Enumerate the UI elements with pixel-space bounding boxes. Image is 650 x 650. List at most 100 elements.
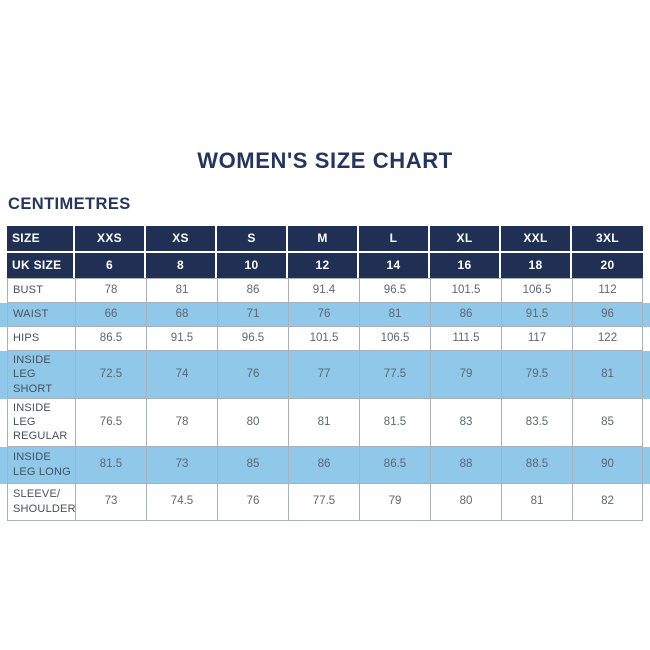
row-label: SIZE — [7, 226, 75, 251]
unit-label: CENTIMETRES — [8, 195, 131, 213]
value-cell: 81 — [501, 483, 572, 520]
size-header-row-inner: SIZE XXS XS S M L XL XXL 3XL — [7, 226, 643, 253]
value-cell: 14 — [359, 253, 430, 278]
value-cell: 78 — [146, 398, 217, 446]
value-cell: 76 — [288, 303, 359, 326]
value-cell: 96.5 — [217, 327, 288, 350]
row-label: INSIDE LEG SHORT — [7, 351, 75, 398]
table-row-inner: SLEEVE/ SHOULDER 73 74.5 76 77.5 79 80 81 82 — [7, 483, 643, 521]
value-cell: XL — [430, 226, 501, 251]
row-label: BUST — [7, 279, 75, 302]
page-title: WOMEN'S SIZE CHART — [197, 148, 453, 173]
row-label: UK SIZE — [7, 253, 75, 278]
value-cell: S — [217, 226, 288, 251]
table-row-inner: HIPS 86.5 91.5 96.5 101.5 106.5 111.5 117 122 — [7, 327, 643, 351]
row-label: INSIDE LEG LONG — [7, 446, 75, 483]
table-row: INSIDE LEG SHORT 72.5 74 76 77 77.5 79 79.5 81 — [0, 351, 650, 399]
value-cell: 12 — [288, 253, 359, 278]
table-row: SLEEVE/ SHOULDER 73 74.5 76 77.5 79 80 81 82 — [0, 483, 650, 521]
value-cell: 81 — [359, 303, 430, 326]
value-cell: 86.5 — [359, 446, 430, 483]
value-cell: 96.5 — [359, 279, 430, 302]
value-cell: 3XL — [596, 230, 619, 245]
value-cell: 20 — [600, 257, 615, 272]
uk-size-header-row-inner: UK SIZE 6 8 10 12 14 16 18 20 — [7, 253, 643, 278]
value-cell: 86 — [288, 446, 359, 483]
value-cell: 111.5 — [430, 327, 501, 350]
value-cell: 85 — [572, 398, 643, 446]
value-cell: 81 — [572, 351, 643, 398]
value-cell: 8 — [146, 253, 217, 278]
value-cell: 77.5 — [359, 351, 430, 398]
value-cell: 86.5 — [75, 327, 146, 350]
value-cell: 77 — [288, 351, 359, 398]
value-cell: 88 — [430, 446, 501, 483]
table-row-inner: INSIDE LEG LONG 81.5 73 85 86 86.5 88 88.5 90 — [7, 446, 643, 484]
value-cell: 77.5 — [288, 483, 359, 520]
table-row: INSIDE LEG LONG 81.5 73 85 86 86.5 88 88.5 90 — [0, 446, 650, 484]
value-cell: 73 — [75, 483, 146, 520]
table-row-inner: INSIDE LEG REGULAR 76.5 78 80 81 81.5 83 83.5 85 — [7, 398, 643, 447]
table-row: BUST 78 81 86 91.4 96.5 101.5 106.5 112 — [0, 278, 650, 303]
value-cell: 88.5 — [501, 446, 572, 483]
value-cell: 91.5 — [146, 327, 217, 350]
value-cell: 68 — [146, 303, 217, 326]
value-cell: 85 — [217, 446, 288, 483]
value-cell: XXS — [75, 226, 146, 251]
value-cell: 79 — [359, 483, 430, 520]
uk-size-header-row: UK SIZE 6 8 10 12 14 16 18 20 — [0, 253, 650, 278]
value-cell: 79.5 — [501, 351, 572, 398]
value-cell: 81.5 — [359, 398, 430, 446]
value-cell: L — [359, 226, 430, 251]
value-cell: 72.5 — [75, 351, 146, 398]
table-row-inner: BUST 78 81 86 91.4 96.5 101.5 106.5 112 — [7, 278, 643, 303]
value-cell: 71 — [217, 303, 288, 326]
value-cell: 83.5 — [501, 398, 572, 446]
value-cell: 122 — [572, 327, 643, 350]
value-cell: 73 — [146, 446, 217, 483]
value-cell: 117 — [501, 327, 572, 350]
value-cell: XXL — [501, 226, 572, 251]
value-cell: 96 — [572, 303, 643, 326]
value-cell: 86 — [217, 279, 288, 302]
table-row: WAIST 66 68 71 76 81 86 91.5 96 — [0, 303, 650, 327]
row-label: SLEEVE/ SHOULDER — [7, 483, 76, 520]
value-cell: 66 — [75, 303, 146, 326]
value-cell: 101.5 — [430, 279, 501, 302]
value-cell: 81 — [146, 279, 217, 302]
value-cell: 81 — [288, 398, 359, 446]
value-cell: 91.5 — [501, 303, 572, 326]
row-label: HIPS — [7, 327, 75, 350]
value-cell: 106.5 — [501, 279, 572, 302]
value-cell: 74 — [146, 351, 217, 398]
value-cell: 80 — [430, 483, 501, 520]
table-row-inner: WAIST 66 68 71 76 81 86 91.5 96 — [7, 303, 643, 327]
value-cell: XS — [146, 226, 217, 251]
value-cell: 112 — [572, 279, 643, 302]
value-cell: 16 — [430, 253, 501, 278]
value-cell: 10 — [217, 253, 288, 278]
row-label: INSIDE LEG REGULAR — [7, 398, 75, 446]
table-row: HIPS 86.5 91.5 96.5 101.5 106.5 111.5 117 122 — [0, 327, 650, 351]
size-header-row: SIZE XXS XS S M L XL XXL 3XL — [0, 226, 650, 253]
value-cell: 82 — [572, 483, 643, 520]
value-cell: 90 — [572, 446, 643, 483]
value-cell: 81.5 — [75, 446, 146, 483]
value-cell: 101.5 — [288, 327, 359, 350]
value-cell: 76.5 — [75, 398, 146, 446]
value-cell: 83 — [430, 398, 501, 446]
table-row: INSIDE LEG REGULAR 76.5 78 80 81 81.5 83 83.5 85 — [0, 398, 650, 447]
value-cell: 76 — [217, 351, 288, 398]
size-table: SIZE XXS XS S M L XL XXL 3XL UK SIZE 6 8 10 12 14 16 18 2… — [0, 226, 650, 521]
value-cell: 18 — [501, 253, 572, 278]
table-row-inner: INSIDE LEG SHORT 72.5 74 76 77 77.5 79 79.5 81 — [7, 351, 643, 399]
value-cell: 74.5 — [146, 483, 217, 520]
value-cell: M — [288, 226, 359, 251]
value-cell: 106.5 — [359, 327, 430, 350]
value-cell: 78 — [75, 279, 146, 302]
value-cell: 6 — [75, 253, 146, 278]
value-cell: 91.4 — [288, 279, 359, 302]
row-label: WAIST — [7, 303, 75, 326]
value-cell: 86 — [430, 303, 501, 326]
